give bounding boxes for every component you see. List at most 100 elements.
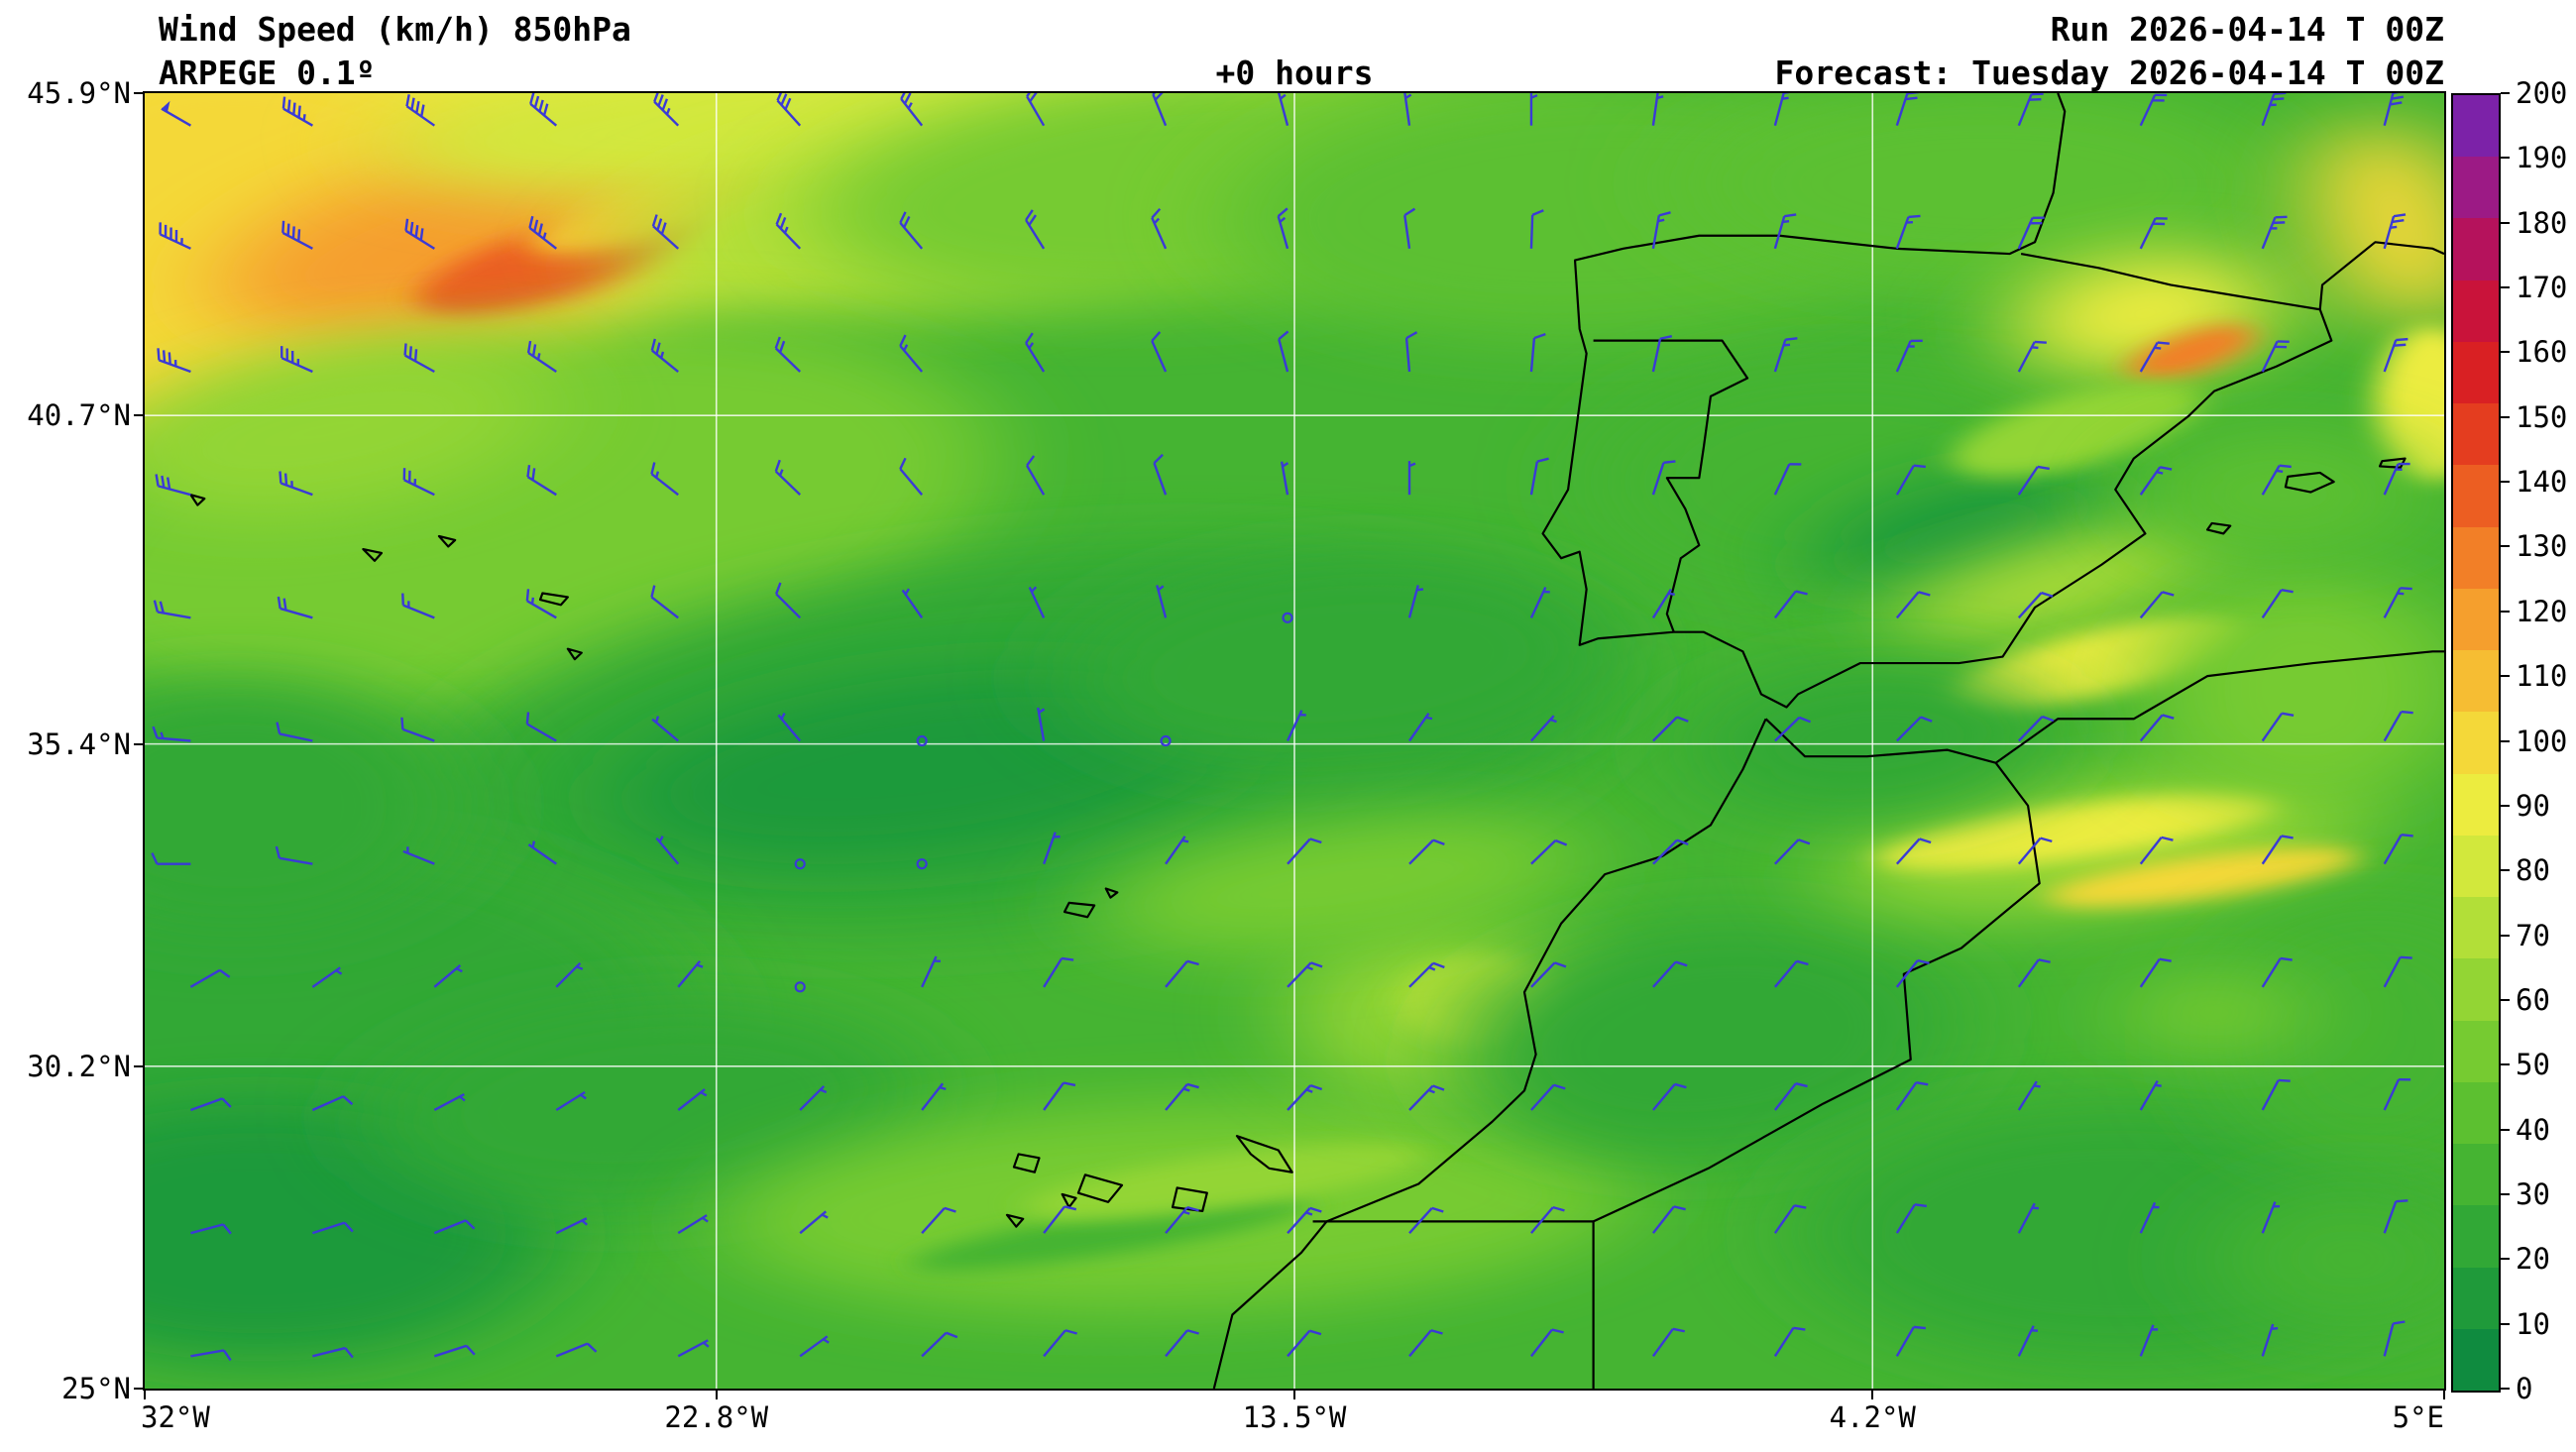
- colorbar-tick-label: 160: [2516, 335, 2568, 370]
- x-tick-mark: [2443, 1391, 2445, 1399]
- colorbar-segment: [2453, 156, 2499, 219]
- wind-barb: [1895, 464, 1926, 496]
- y-tick-label: 25°N: [61, 1372, 131, 1405]
- wind-barb: [1403, 93, 1416, 126]
- wind-barb: [1652, 960, 1688, 988]
- wind-barb: [402, 846, 435, 865]
- wind-barb: [774, 459, 802, 497]
- colorbar-tick-mark: [2501, 1192, 2510, 1195]
- wind-barb: [1651, 211, 1671, 250]
- colorbar-segment: [2453, 1143, 2499, 1206]
- wind-barb: [1026, 455, 1046, 496]
- colorbar-tick-mark: [2501, 998, 2510, 1001]
- wind-barb: [525, 589, 557, 619]
- africa-atlantic-coast: [1214, 719, 1766, 1389]
- africa-med-coast: [1766, 651, 2444, 762]
- wind-barb: [2383, 93, 2406, 126]
- wind-barb: [1407, 585, 1424, 618]
- colorbar-segment: [2453, 341, 2499, 404]
- wind-barb: [1151, 207, 1168, 250]
- wind-barb: [2383, 1199, 2408, 1234]
- colorbar-tick-mark: [2501, 415, 2510, 418]
- wind-barb: [776, 93, 802, 127]
- colorbar-tick-label: 170: [2516, 271, 2568, 305]
- coastline-layer: [145, 93, 2444, 1389]
- y-tick-label: 30.2°N: [27, 1049, 131, 1083]
- map-canvas: [145, 93, 2444, 1389]
- wind-barb: [775, 582, 802, 619]
- wind-barb: [1287, 1083, 1323, 1111]
- wind-barb-layer: [151, 93, 2413, 1362]
- colorbar-segment: [2453, 94, 2499, 158]
- wind-barb: [401, 593, 435, 619]
- y-tick-label: 40.7°N: [27, 398, 131, 433]
- wind-barb: [1165, 1205, 1199, 1234]
- wind-barb: [276, 722, 313, 742]
- colorbar-segment: [2453, 279, 2499, 342]
- wind-barb: [2261, 464, 2292, 496]
- wind-barb: [1530, 1328, 1564, 1358]
- wind-barb: [1407, 461, 1416, 496]
- wind-barb: [1773, 1326, 1806, 1357]
- colorbar-tick-label: 0: [2516, 1372, 2533, 1405]
- colorbar-segment: [2453, 1020, 2499, 1082]
- wind-barb: [677, 1339, 710, 1358]
- colorbar-tick-label: 180: [2516, 205, 2568, 240]
- wind-barb: [2261, 1201, 2281, 1234]
- wind-barb: [555, 1090, 587, 1112]
- wind-barb: [527, 840, 557, 865]
- wind-barb: [2261, 1078, 2291, 1111]
- wind-barb: [1165, 1329, 1199, 1358]
- wind-barb: [1026, 93, 1046, 127]
- wind-barb: [1530, 1205, 1565, 1234]
- wind-barb: [1529, 93, 1538, 126]
- model-label: ARPEGE 0.1º: [159, 54, 376, 92]
- wind-barb: [2261, 340, 2290, 373]
- wind-barb: [1651, 334, 1673, 373]
- wind-barb: [555, 1217, 589, 1235]
- wind-barb: [1278, 330, 1289, 373]
- wind-barb: [921, 1206, 956, 1234]
- colorbar-tick-mark: [2501, 675, 2510, 678]
- colorbar-tick-label: 30: [2516, 1176, 2550, 1211]
- calm-wind-circle: [1160, 734, 1172, 747]
- wind-barb: [190, 1223, 232, 1235]
- x-tick-mark: [1293, 1391, 1295, 1399]
- wind-barb: [1403, 207, 1416, 250]
- wind-barb: [404, 218, 435, 250]
- wind-barb: [650, 338, 679, 373]
- wind-barb: [2383, 337, 2408, 373]
- wind-barb: [799, 1335, 830, 1358]
- wind-field-layer: [145, 93, 2444, 1389]
- wind-barb: [1043, 1081, 1076, 1111]
- western-sahara-border: [1313, 1221, 1594, 1389]
- wind-barb: [1530, 715, 1557, 742]
- wind-barb: [1652, 838, 1689, 865]
- wind-barb: [1287, 961, 1323, 988]
- wind-barb: [1895, 958, 1930, 988]
- wind-barb: [1773, 590, 1808, 619]
- wind-barb: [2383, 955, 2412, 988]
- wind-barb: [153, 600, 191, 619]
- wind-barb: [1529, 587, 1550, 618]
- wind-barb: [2017, 715, 2055, 742]
- colorbar-tick-mark: [2501, 1063, 2510, 1066]
- wind-barb: [1773, 93, 1796, 126]
- wind-barb: [1280, 461, 1289, 496]
- colorbar-segment: [2453, 402, 2499, 466]
- canary-islands: [1007, 1136, 1292, 1226]
- wind-barb: [405, 94, 436, 127]
- wind-barb: [1165, 836, 1189, 865]
- colorbar-tick-mark: [2501, 286, 2510, 289]
- colorbar-tick-mark: [2501, 1258, 2510, 1261]
- calm-wind-circle: [1282, 612, 1293, 623]
- wind-barb: [651, 214, 680, 250]
- wind-barb: [1652, 1082, 1687, 1111]
- wind-barb: [433, 964, 463, 988]
- wind-barb: [1025, 209, 1046, 250]
- wind-barb: [152, 726, 191, 742]
- wind-barb: [2139, 1079, 2162, 1111]
- wind-barb: [2383, 462, 2410, 496]
- wind-barb: [1028, 586, 1046, 618]
- colorbar-tick-mark: [2501, 481, 2510, 484]
